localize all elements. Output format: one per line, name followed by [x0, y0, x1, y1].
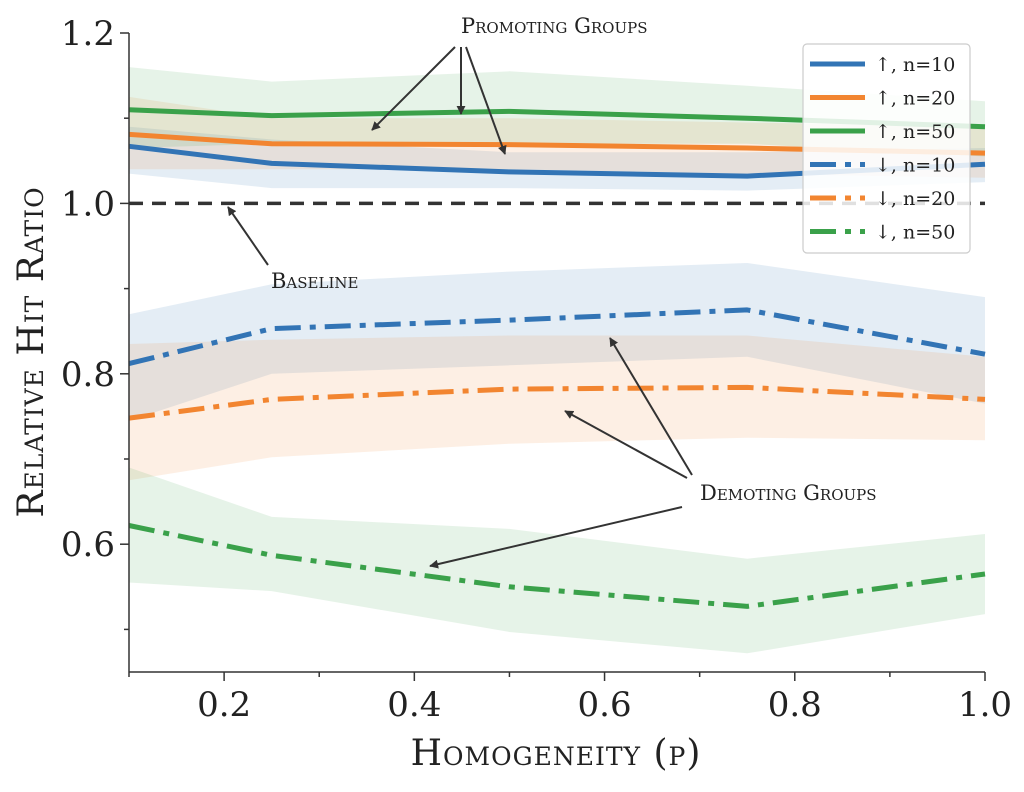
y-tick-label: 1.2	[61, 14, 115, 54]
annotations: Promoting Groups Baseline Demoting Group…	[227, 14, 877, 569]
x-tick-label: 0.4	[387, 685, 441, 725]
y-axis-title: Relative Hit Ratio	[11, 186, 52, 517]
arrow-demoting-middle	[564, 410, 688, 479]
legend-label-up-n-20: ↑, n=20	[875, 88, 955, 110]
legend: ↑, n=10 ↑, n=20 ↑, n=50 ↓, n=10 ↓, n=20 ↓, n=…	[802, 43, 971, 254]
axes	[128, 33, 985, 673]
x-axis-title: Homogeneity (p)	[411, 733, 702, 774]
band-down-n-10	[129, 263, 985, 421]
band-down-n-50	[129, 467, 985, 654]
legend-label-down-n-10: ↓, n=10	[875, 155, 955, 177]
arrow-baseline	[227, 206, 269, 266]
annotation-baseline: Baseline	[271, 269, 358, 293]
y-ticks: 0.6 0.8 1.0 1.2	[61, 14, 129, 631]
arrow-promoting-left	[371, 46, 456, 131]
x-tick-label: 0.8	[768, 685, 822, 725]
x-tick-label: 0.2	[197, 685, 251, 725]
arrow-demoting-bottom	[429, 506, 683, 569]
y-tick-label: 0.8	[61, 355, 115, 395]
legend-label-down-n-20: ↓, n=20	[875, 188, 955, 210]
annotation-demoting-groups: Demoting Groups	[700, 481, 877, 505]
band-down-n-20	[129, 335, 985, 481]
y-tick-label: 1.0	[61, 184, 115, 224]
arrow-promoting-right	[465, 46, 507, 155]
x-ticks: 0.2 0.4 0.6 0.8 1.0	[128, 672, 1012, 725]
legend-label-up-n-10: ↑, n=10	[875, 54, 955, 76]
series-line-down-n-10	[128, 307, 986, 367]
x-tick-label: 0.6	[578, 685, 632, 725]
legend-label-up-n-50: ↑, n=50	[875, 121, 955, 143]
legend-label-down-n-50: ↓, n=50	[875, 222, 955, 244]
annotation-promoting-groups: Promoting Groups	[461, 14, 647, 38]
arrow-demoting-top	[609, 337, 693, 476]
x-tick-label: 1.0	[958, 685, 1012, 725]
band-up-n-20	[129, 96, 985, 178]
y-tick-label: 0.6	[61, 525, 115, 565]
series-line-down-n-50	[128, 523, 986, 609]
